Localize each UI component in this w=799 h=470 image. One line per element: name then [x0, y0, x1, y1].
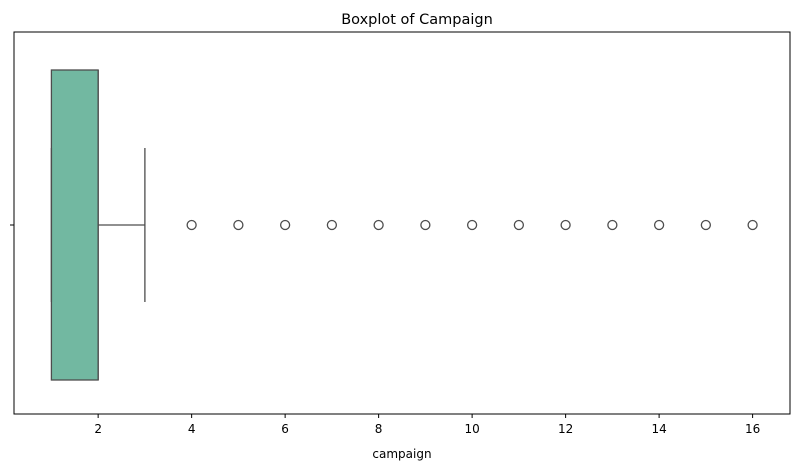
outlier-point — [233, 219, 244, 231]
outlier-point — [747, 219, 758, 231]
outlier-point — [326, 219, 338, 231]
outlier-point — [653, 219, 665, 231]
outlier-point — [466, 219, 478, 231]
x-axis-label: campaign — [372, 447, 431, 461]
x-tick-label: 4 — [188, 422, 196, 436]
outlier-point — [373, 219, 384, 231]
outlier-point — [420, 219, 431, 231]
x-tick-label: 14 — [651, 422, 666, 436]
x-tick-label: 10 — [464, 422, 479, 436]
outlier-point — [186, 219, 197, 231]
outlier-point — [560, 219, 571, 231]
x-tick-label: 8 — [375, 422, 383, 436]
outlier-point — [279, 219, 291, 231]
box-iqr — [50, 69, 99, 381]
x-tick-label: 2 — [94, 422, 102, 436]
outlier-point — [607, 219, 618, 231]
x-tick-label: 16 — [745, 422, 760, 436]
plot-frame — [13, 31, 791, 415]
x-tick-label: 6 — [281, 422, 289, 436]
outlier-point — [513, 219, 525, 231]
x-tick-label: 12 — [558, 422, 573, 436]
outlier-point — [700, 219, 712, 231]
plot-area: 2 4 6 8 10 12 14 16 — [10, 31, 791, 436]
chart-title: Boxplot of Campaign — [341, 12, 493, 28]
